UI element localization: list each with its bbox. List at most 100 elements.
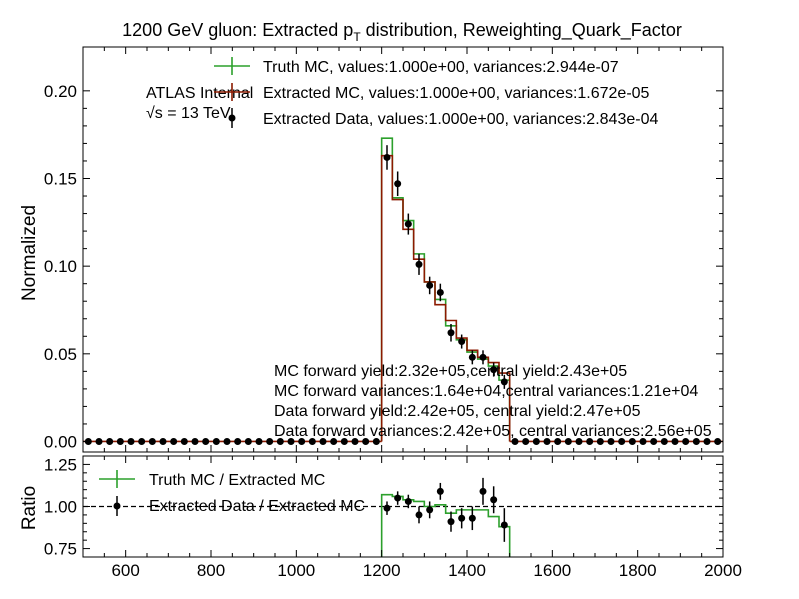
extracted-data-point	[575, 437, 583, 445]
extracted-data-point	[703, 437, 711, 445]
extracted-data-point	[148, 437, 156, 445]
extracted-data-point	[564, 437, 572, 445]
ratio-x-tick-label: 800	[197, 561, 225, 580]
extracted-data-point	[244, 437, 252, 445]
extracted-data-point	[660, 437, 668, 445]
ratio-data-point	[383, 504, 391, 512]
yield-annotation-line: Data forward variances:2.42e+05, central…	[274, 423, 712, 440]
ratio-data-point	[426, 506, 434, 514]
extracted-data-point	[330, 437, 338, 445]
ratio-legend-data-marker	[113, 502, 121, 510]
extracted-data-point	[106, 437, 114, 445]
legend-entry-label: Extracted Data, values:1.000e+00, varian…	[263, 111, 658, 128]
ratio-y-tick-label: 1.00	[44, 498, 77, 517]
extracted-data-point	[618, 437, 626, 445]
extracted-data-point	[682, 437, 690, 445]
ratio-legend: Truth MC / Extracted MC Extracted Data / …	[99, 470, 365, 516]
legend-entry-label: Truth MC, values:1.000e+00, variances:2.…	[263, 59, 619, 76]
extracted-data-point	[223, 437, 231, 445]
extracted-data-point	[500, 378, 508, 386]
main-y-tick-label: 0.20	[44, 82, 77, 101]
ratio-data-point	[436, 487, 444, 495]
ratio-x-tick-label: 1200	[363, 561, 401, 580]
extracted-data-point	[266, 437, 274, 445]
ratio-data-point	[479, 487, 487, 495]
extracted-data-point	[404, 220, 412, 228]
extracted-data-point	[436, 288, 444, 296]
ratio-x-tick-label: 1000	[277, 561, 315, 580]
ratio-legend-entry-label: Extracted Data / Extracted MC	[149, 498, 365, 515]
extracted-data-point	[490, 366, 498, 374]
extracted-data-point	[586, 437, 594, 445]
extracted-data-point	[628, 437, 636, 445]
extracted-data-point	[212, 437, 220, 445]
extracted-data-point	[511, 437, 519, 445]
ratio-y-tick-label: 1.25	[44, 455, 77, 474]
ratio-x-tick-label: 1800	[619, 561, 657, 580]
main-plot-panel: 0.00 0.05 0.10 0.15 0.20 Normalized ATLAS In…	[19, 46, 724, 453]
extracted-data-point	[308, 437, 316, 445]
ratio-truth-mc-step-line	[380, 493, 511, 557]
ratio-x-tick-label: 2000	[704, 561, 742, 580]
extracted-data-point	[639, 437, 647, 445]
extracted-data-point	[607, 437, 615, 445]
extracted-data-point	[383, 153, 391, 161]
main-legend: Truth MC, values:1.000e+00, variances:2.…	[214, 57, 658, 128]
chart-title: 1200 GeV gluon: Extracted pT distributio…	[122, 20, 682, 44]
extracted-data-point	[127, 437, 135, 445]
main-y-tick-label: 0.05	[44, 345, 77, 364]
extracted-data-point	[394, 180, 402, 188]
yield-annotations: MC forward yield:2.32e+05,central yield:…	[274, 363, 712, 440]
ratio-x-tick-label: 1600	[533, 561, 571, 580]
extracted-data-point	[372, 437, 380, 445]
main-y-tick-label: 0.15	[44, 169, 77, 188]
extracted-data-point	[170, 437, 178, 445]
main-y-axis-label: Normalized	[19, 205, 40, 301]
extracted-data-point	[671, 437, 679, 445]
main-y-tick-label: 0.00	[44, 432, 77, 451]
ratio-plot-panel: 0.75 1.00 1.25 600 800 1000 1200 1400 1600 1800 20…	[19, 455, 742, 580]
ratio-data-point	[447, 518, 455, 526]
extracted-data-point	[447, 329, 455, 337]
extracted-data-point	[692, 437, 700, 445]
extracted-data-point	[543, 437, 551, 445]
atlas-label: ATLAS Internal	[146, 85, 253, 102]
ratio-data-point	[415, 511, 423, 519]
yield-annotation-line: MC forward yield:2.32e+05,central yield:…	[274, 363, 627, 380]
extracted-data-point	[180, 437, 188, 445]
extracted-data-point	[351, 437, 359, 445]
extracted-data-point	[458, 338, 466, 346]
ratio-y-axis-label: Ratio	[19, 486, 40, 530]
extracted-data-point	[479, 353, 487, 361]
extracted-data-point	[159, 437, 167, 445]
extracted-data-point	[532, 437, 540, 445]
ratio-y-tick-label: 0.75	[44, 540, 77, 559]
legend-entry-label: Extracted MC, values:1.000e+00, variance…	[263, 85, 650, 102]
yield-annotation-line: Data forward yield:2.42e+05, central yie…	[274, 403, 641, 420]
extracted-data-point	[138, 437, 146, 445]
extracted-data-point	[426, 281, 434, 289]
extracted-data-point	[340, 437, 348, 445]
extracted-data-point	[95, 437, 103, 445]
ratio-data-point	[500, 521, 508, 529]
ratio-x-tick-label: 1400	[448, 561, 486, 580]
main-y-tick-label: 0.10	[44, 257, 77, 276]
extracted-data-point	[287, 437, 295, 445]
ratio-x-tick-label: 600	[111, 561, 139, 580]
legend-extracted-data-marker	[228, 114, 236, 122]
extracted-data-point	[468, 353, 476, 361]
ratio-legend-entry-label: Truth MC / Extracted MC	[149, 472, 325, 489]
extracted-data-point	[298, 437, 306, 445]
extracted-data-point	[415, 260, 423, 268]
extracted-data-point	[191, 437, 199, 445]
ratio-data-point	[468, 514, 476, 522]
energy-label: √s = 13 TeV	[146, 105, 231, 122]
ratio-data-point	[394, 494, 402, 502]
extracted-data-point	[319, 437, 327, 445]
extracted-data-point	[554, 437, 562, 445]
extracted-data-point	[522, 437, 530, 445]
extracted-data-point	[276, 437, 284, 445]
extracted-mc-step-line	[380, 154, 511, 442]
yield-annotation-line: MC forward variances:1.64e+04,central va…	[274, 383, 698, 400]
